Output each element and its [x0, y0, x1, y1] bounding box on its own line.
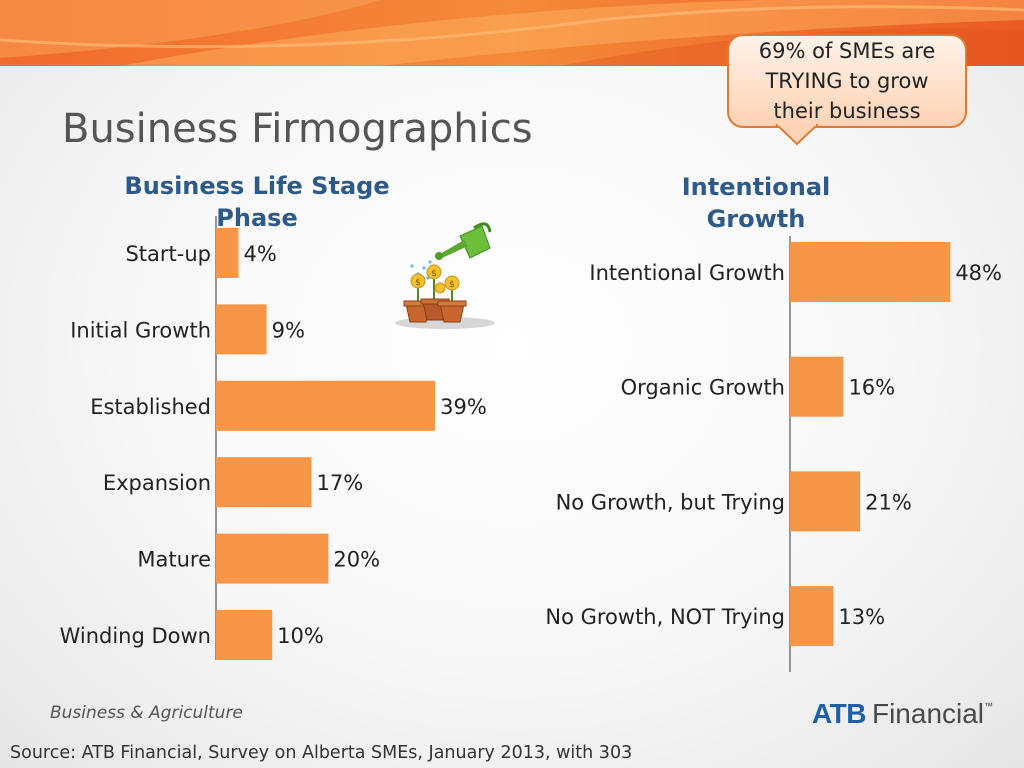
- category-label-2: Initial Growth: [70, 318, 211, 342]
- callout-tail: [775, 124, 819, 146]
- bar-6: [216, 610, 273, 660]
- bar-3: [216, 380, 436, 431]
- bar-1: [790, 242, 951, 302]
- bar-3: [790, 471, 861, 532]
- category-label-3: Established: [90, 395, 211, 419]
- data-label-2: 16%: [848, 376, 895, 400]
- logo-atb: ATB: [812, 698, 866, 729]
- data-label-4: 13%: [838, 605, 885, 629]
- data-label-1: 48%: [955, 261, 1002, 285]
- category-label-3: No Growth, but Trying: [556, 490, 785, 514]
- logo-financial: Financial: [871, 698, 985, 729]
- data-label-3: 39%: [440, 395, 487, 419]
- source-note: Source: ATB Financial, Survey on Alberta…: [10, 743, 633, 763]
- atb-financial-logo: ATB Financial ™: [812, 697, 993, 731]
- data-label-1: 4%: [243, 242, 276, 266]
- slide-title: Business Firmographics: [62, 106, 533, 152]
- bar-1: [216, 228, 239, 278]
- data-label-3: 21%: [865, 490, 912, 514]
- bar-2: [216, 304, 267, 355]
- svg-text:$: $: [449, 280, 455, 290]
- category-label-1: Start-up: [125, 242, 211, 266]
- chart-title-life-stage: Business Life Stage Phase: [124, 172, 390, 232]
- watering-can: [435, 222, 492, 260]
- data-label-5: 20%: [333, 548, 380, 572]
- category-label-4: No Growth, NOT Trying: [545, 605, 785, 629]
- svg-text:$: $: [415, 278, 421, 288]
- footer-label: Business & Agriculture: [50, 703, 243, 723]
- bar-5: [216, 533, 329, 584]
- watering-can-icon: $ $ $: [395, 222, 495, 329]
- category-label-4: Expansion: [103, 471, 211, 495]
- bar-2: [790, 356, 844, 417]
- logo-trademark: ™: [984, 701, 994, 711]
- chart-title-intentional-growth: Intentional Growth: [681, 173, 831, 233]
- data-label-2: 9%: [272, 318, 305, 342]
- category-label-2: Organic Growth: [621, 376, 785, 400]
- svg-text:$: $: [431, 269, 437, 279]
- bar-4: [216, 457, 312, 508]
- callout-text: 69% of SMEs are TRYING to grow their bus…: [758, 39, 936, 123]
- callout-box: 69% of SMEs are TRYING to grow their bus…: [727, 34, 967, 128]
- bar-4: [790, 586, 834, 647]
- category-label-1: Intentional Growth: [589, 261, 785, 285]
- category-label-6: Winding Down: [60, 624, 211, 648]
- data-label-4: 17%: [317, 471, 364, 495]
- data-label-6: 10%: [277, 624, 324, 648]
- category-label-5: Mature: [137, 548, 211, 572]
